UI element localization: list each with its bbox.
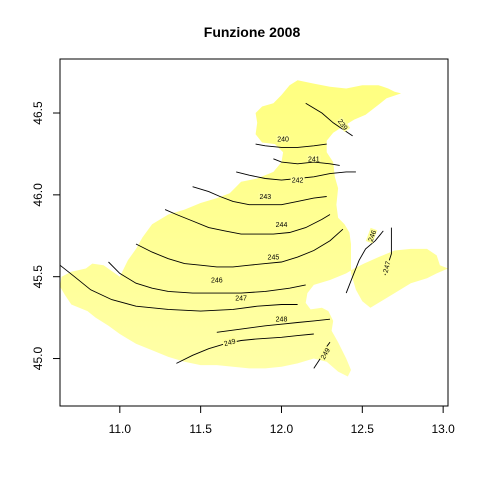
y-tick-label-1: 45.5 [31,265,45,289]
contour-label-249-10: 249 [223,338,236,348]
contour-line-245-6 [135,228,344,268]
contour-label-bg-7 [209,276,224,283]
contour-label-bg-11 [365,227,378,244]
y-axis: 45.0 45.5 46.0 46.5 [31,101,61,370]
x-axis: 11.0 11.5 12.0 12.5 13.0 [109,405,455,436]
contour-label-246-7: 246 [211,278,223,285]
contour-label-242-3: 242 [292,178,304,185]
region-shape [60,80,448,377]
contour-label-249-13: 249 [320,347,332,361]
contour-label-bg-5 [274,220,289,228]
contour-label-bg-12 [380,259,392,275]
x-tick-label-0: 11.0 [109,422,132,436]
contour-line-239-0 [305,102,353,137]
contour-label-bg-9 [274,315,289,323]
contour-line-246-7 [108,261,306,294]
contour-line-248-9 [216,318,331,333]
contour-lines [59,102,392,369]
contour-label-bg-10 [221,336,238,347]
x-tick-label-3: 12.5 [351,422,375,436]
contour-line-247-8 [59,264,298,312]
contour-label-247-12: 247 [383,261,393,274]
y-tick-label-2: 46.0 [31,183,45,207]
contour-label-244-5: 244 [276,222,288,229]
contour-labels: 2392402412422432442452462472482492462472… [209,116,393,362]
contour-line-243-4 [192,186,327,206]
contour-label-bg-3 [290,176,305,184]
contour-label-241-2: 241 [308,156,320,163]
contour-line-249-10 [176,333,314,364]
contour-label-247-8: 247 [235,296,247,303]
x-tick-label-4: 13.0 [431,422,455,436]
contour-label-245-6: 245 [268,255,280,262]
contour-label-246-11: 246 [368,229,379,242]
contour-label-bg-6 [266,253,281,261]
contour-label-bg-13 [318,345,332,362]
x-tick-label-2: 12.0 [270,422,294,436]
contour-line-244-5 [164,209,331,235]
contour-label-243-4: 243 [259,194,271,201]
contour-label-bg-8 [234,294,249,301]
y-tick-label-3: 46.5 [31,101,45,125]
plot-region: 2392402412422432442452462472482492462472… [59,80,448,377]
contour-line-246-11 [345,230,384,294]
contour-label-bg-4 [258,192,273,200]
chart-title: Funzione 2008 [204,24,301,40]
contour-label-bg-2 [306,154,321,162]
contour-label-248-9: 248 [276,317,288,324]
contour-label-240-1: 240 [277,137,289,144]
y-tick-label-0: 45.0 [31,346,45,370]
x-tick-label-1: 11.5 [189,422,212,436]
contour-line-240-1 [255,143,327,148]
contour-line-241-2 [273,158,340,166]
contour-label-bg-1 [276,135,291,143]
contour-label-bg-0 [336,116,351,132]
